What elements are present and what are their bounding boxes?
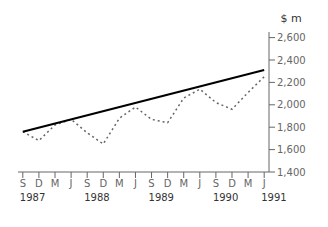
svg-text:S: S <box>84 178 90 189</box>
svg-text:M: M <box>244 178 253 189</box>
svg-text:D: D <box>228 178 236 189</box>
svg-text:1989: 1989 <box>149 192 174 203</box>
svg-text:2,600: 2,600 <box>277 32 306 43</box>
svg-text:J: J <box>197 178 201 189</box>
svg-text:D: D <box>35 178 43 189</box>
svg-text:2,000: 2,000 <box>277 99 306 110</box>
svg-text:1987: 1987 <box>20 192 45 203</box>
svg-text:2,400: 2,400 <box>277 55 306 66</box>
svg-text:1990: 1990 <box>213 192 238 203</box>
svg-text:S: S <box>148 178 154 189</box>
svg-text:M: M <box>51 178 60 189</box>
svg-text:1,800: 1,800 <box>277 122 306 133</box>
svg-text:D: D <box>99 178 107 189</box>
svg-text:J: J <box>133 178 137 189</box>
svg-text:M: M <box>179 178 188 189</box>
svg-text:D: D <box>164 178 172 189</box>
svg-text:1,400: 1,400 <box>277 167 306 178</box>
svg-text:$ m: $ m <box>280 12 301 25</box>
svg-text:1991: 1991 <box>261 192 286 203</box>
svg-text:J: J <box>262 178 266 189</box>
svg-text:1,600: 1,600 <box>277 144 306 155</box>
svg-text:S: S <box>213 178 219 189</box>
svg-text:J: J <box>69 178 73 189</box>
svg-text:S: S <box>20 178 26 189</box>
svg-text:2,200: 2,200 <box>277 77 306 88</box>
svg-text:1988: 1988 <box>84 192 109 203</box>
svg-text:M: M <box>115 178 124 189</box>
